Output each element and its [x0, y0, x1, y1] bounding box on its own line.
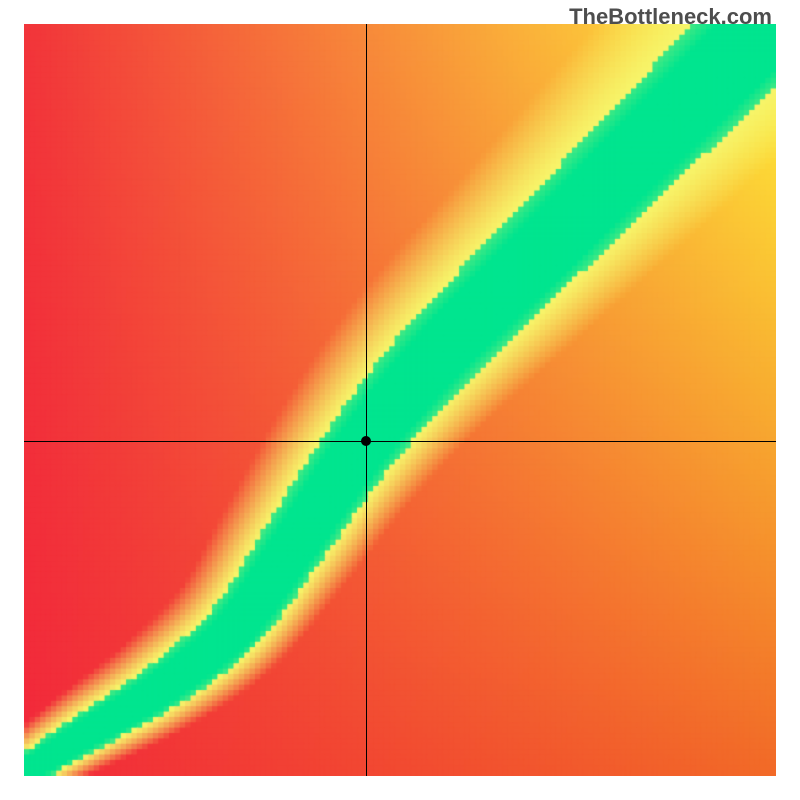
crosshair-horizontal: [24, 441, 776, 442]
crosshair-vertical: [366, 24, 367, 776]
heatmap-canvas: [24, 24, 776, 776]
chart-container: TheBottleneck.com: [0, 0, 800, 800]
watermark-label: TheBottleneck.com: [569, 4, 772, 30]
